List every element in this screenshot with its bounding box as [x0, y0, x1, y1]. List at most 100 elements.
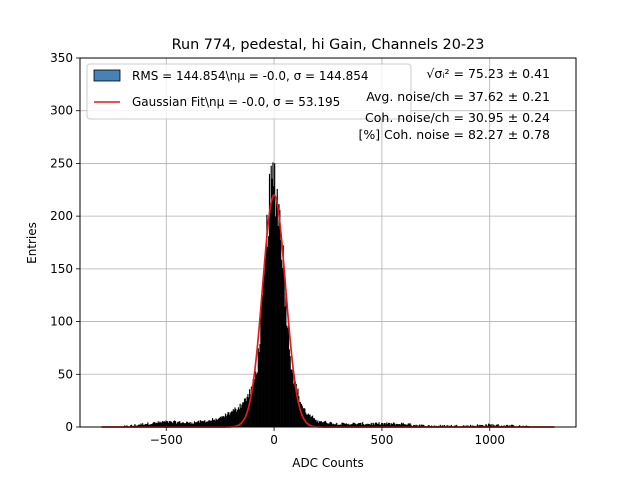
histogram-bar — [404, 424, 406, 427]
histogram-bar — [355, 423, 357, 427]
histogram-bar — [211, 418, 214, 427]
histogram-bar — [373, 423, 375, 427]
histogram-bar — [349, 424, 352, 427]
chart-title: Run 774, pedestal, hi Gain, Channels 20-… — [172, 37, 485, 53]
histogram-bar — [289, 356, 291, 427]
histogram-bar — [290, 369, 292, 427]
histogram-bar — [196, 421, 198, 427]
histogram-bar — [291, 369, 293, 427]
histogram-bar — [359, 422, 361, 427]
histogram-bar — [227, 411, 229, 427]
histogram-bar — [283, 274, 285, 427]
histogram-bar — [236, 409, 239, 427]
histogram-bar — [439, 424, 441, 427]
gaussian-fit-curve — [101, 194, 555, 428]
histogram-bar — [304, 408, 306, 427]
histogram-bar — [422, 424, 424, 427]
histogram-bar — [375, 422, 378, 427]
y-tick-label: 50 — [58, 367, 73, 381]
histogram-bar — [369, 424, 371, 427]
histogram-bar — [219, 416, 221, 427]
histogram-bar — [162, 421, 164, 427]
histogram-bar — [252, 379, 254, 427]
histogram-bar — [269, 202, 271, 427]
histogram-bar — [410, 424, 412, 427]
histogram-bar — [316, 421, 318, 427]
histogram-bar — [233, 410, 235, 427]
histogram-bar — [202, 421, 204, 427]
legend-entry-rms: RMS = 144.854\nμ = -0.0, σ = 144.854 — [132, 69, 369, 83]
histogram-bar — [413, 425, 415, 427]
histogram-bar — [382, 424, 384, 427]
histogram-bar — [324, 420, 327, 427]
histogram-bar — [156, 422, 158, 427]
histogram-bar — [154, 422, 156, 427]
histogram-bar — [260, 314, 262, 427]
histogram-bar — [444, 425, 446, 427]
histogram-bar — [489, 424, 491, 427]
histogram-bar — [294, 381, 296, 427]
histogram-bar — [326, 423, 328, 427]
histogram-bar — [278, 204, 280, 427]
histogram-bar — [287, 321, 290, 427]
y-axis-label: Entries — [25, 222, 39, 264]
histogram-bar — [212, 419, 215, 427]
histogram-bar — [446, 425, 448, 427]
histogram-bar — [419, 424, 421, 427]
histogram-bar — [298, 396, 300, 427]
histogram-bar — [492, 424, 494, 427]
histogram-bar — [172, 423, 174, 427]
histogram-bar — [256, 372, 258, 427]
histogram-bar — [346, 423, 348, 427]
histogram-bar — [293, 375, 296, 427]
histogram-bar — [255, 371, 257, 427]
histogram-bar — [467, 425, 469, 427]
histogram-bar — [363, 425, 365, 427]
histogram-bar — [315, 419, 317, 427]
histogram-bar — [209, 420, 211, 427]
histogram-bar — [400, 424, 402, 427]
histogram-bar — [312, 418, 315, 427]
histogram-bar — [341, 422, 343, 427]
histogram-bar — [362, 422, 364, 427]
gaussian-fit-line — [101, 194, 555, 428]
histogram-bar — [339, 424, 341, 427]
histogram-bar — [331, 424, 334, 427]
histogram-bar — [137, 424, 139, 427]
histogram-bar — [292, 372, 294, 427]
histogram-bar — [218, 418, 221, 427]
histogram-bar — [167, 423, 170, 427]
histogram-bar — [506, 424, 508, 427]
histogram-bar — [230, 412, 232, 427]
y-tick-label: 100 — [50, 315, 73, 329]
histogram-bar — [160, 422, 162, 427]
histogram-bar — [251, 388, 253, 427]
histogram-bar — [371, 424, 373, 427]
histogram-bar — [362, 424, 365, 427]
histogram-bar — [353, 422, 355, 427]
histogram-bar — [348, 423, 350, 427]
histogram-bar — [351, 423, 353, 427]
histogram-bar — [275, 197, 277, 427]
histogram-bar — [195, 422, 197, 427]
histogram-bar — [280, 259, 283, 427]
histogram-bar — [163, 421, 165, 427]
histogram-bar — [225, 416, 227, 427]
histogram-bar — [268, 236, 270, 427]
histogram-bar — [199, 422, 201, 427]
histogram-bar — [257, 348, 259, 427]
y-tick-label: 200 — [50, 209, 73, 223]
histogram-bar — [370, 422, 372, 427]
histogram-bar — [367, 423, 369, 427]
histogram-bar — [388, 422, 390, 427]
histogram-bar — [299, 401, 301, 427]
histogram-bar — [148, 424, 150, 427]
histogram-bar — [186, 421, 189, 427]
histogram-bar — [158, 422, 160, 427]
histogram-bar — [192, 423, 194, 427]
x-tick-label: 0 — [270, 433, 278, 447]
histogram-bar — [211, 420, 213, 427]
histogram-bar — [456, 424, 458, 427]
histogram-bar — [415, 424, 417, 427]
histogram-bar — [262, 275, 265, 427]
